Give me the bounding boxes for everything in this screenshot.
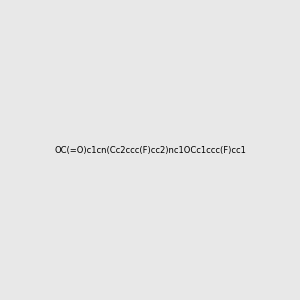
Text: OC(=O)c1cn(Cc2ccc(F)cc2)nc1OCc1ccc(F)cc1: OC(=O)c1cn(Cc2ccc(F)cc2)nc1OCc1ccc(F)cc1 xyxy=(54,146,246,154)
